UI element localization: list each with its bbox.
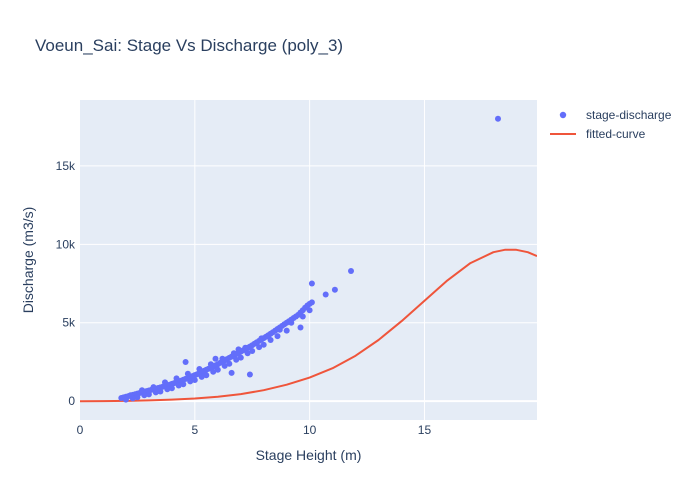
scatter-point — [141, 392, 148, 399]
fitted-curve-line — [80, 248, 537, 403]
scatter-point — [283, 327, 290, 334]
scatter-point — [139, 387, 145, 394]
scatter-point — [182, 359, 189, 365]
scatter-point — [265, 333, 272, 340]
legend-label-stage-discharge: stage-discharge — [586, 108, 672, 122]
axis-ticks: 0 5 10 15 0 5k 10k 15k — [56, 159, 432, 437]
scatter-point — [162, 379, 168, 386]
scatter-point — [127, 392, 134, 399]
scatter-point — [322, 291, 329, 298]
scatter-series-layer — [118, 115, 501, 403]
scatter-point — [228, 369, 235, 376]
scatter-point — [221, 362, 228, 369]
y-axis-title: Discharge (m3/s) — [20, 207, 36, 314]
x-tick-label: 0 — [77, 423, 84, 437]
scatter-point — [256, 344, 263, 351]
scatter-point — [180, 381, 187, 388]
scatter-point — [219, 355, 226, 362]
scatter-point — [134, 394, 141, 401]
scatter-point — [308, 299, 315, 306]
y-tick-label: 5k — [62, 316, 76, 330]
scatter-point — [164, 386, 171, 393]
scatter-point — [230, 350, 237, 357]
scatter-point — [274, 333, 281, 340]
scatter-point — [246, 371, 253, 378]
grid-lines — [80, 100, 537, 420]
scatter-point — [253, 339, 260, 346]
scatter-point — [196, 366, 203, 372]
scatter-point — [207, 361, 214, 368]
scatter-point — [297, 324, 304, 331]
scatter-point — [249, 348, 256, 354]
y-tick-label: 0 — [68, 394, 75, 408]
scatter-point — [187, 378, 194, 385]
scatter-point — [122, 396, 129, 403]
scatter-point — [226, 360, 233, 367]
scatter-point — [150, 384, 157, 391]
scatter-point — [203, 372, 210, 379]
scatter-point — [331, 286, 338, 293]
scatter-point — [235, 346, 242, 353]
y-tick-label: 10k — [56, 237, 76, 251]
scatter-point — [184, 370, 191, 377]
scatter-point — [348, 268, 354, 274]
scatter-point — [258, 335, 265, 342]
scatter-point — [299, 313, 306, 320]
scatter-point — [288, 319, 295, 326]
legend[interactable]: stage-discharge fitted-curve — [550, 108, 672, 141]
scatter-point — [175, 382, 182, 389]
scatter-point — [260, 341, 267, 348]
scatter-point — [198, 373, 205, 380]
plot-area — [80, 100, 537, 420]
x-tick-label: 10 — [303, 423, 317, 437]
scatter-point — [157, 388, 164, 395]
scatter-point — [237, 354, 244, 361]
scatter-point — [233, 356, 240, 363]
scatter-point — [145, 391, 152, 398]
x-tick-label: 15 — [418, 423, 432, 437]
chart-title: Voeun_Sai: Stage Vs Discharge (poly_3) — [35, 36, 343, 55]
scatter-point — [214, 366, 221, 373]
scatter-point — [495, 115, 501, 122]
scatter-point — [152, 389, 159, 396]
scatter-point — [210, 368, 217, 375]
scatter-point — [306, 307, 313, 314]
x-axis-title: Stage Height (m) — [256, 447, 362, 463]
scatter-point — [308, 280, 315, 287]
legend-item-stage-discharge[interactable]: stage-discharge — [559, 108, 672, 122]
scatter-point — [242, 344, 249, 351]
line-series-layer — [80, 248, 537, 403]
legend-label-fitted-curve: fitted-curve — [586, 127, 646, 141]
scatter-point — [244, 350, 251, 357]
legend-scatter-marker — [559, 111, 567, 119]
scatter-point — [168, 385, 175, 392]
scatter-point — [276, 326, 283, 333]
scatter-point — [212, 355, 219, 362]
legend-item-fitted-curve[interactable]: fitted-curve — [550, 127, 646, 141]
y-tick-label: 15k — [56, 159, 76, 173]
scatter-point — [191, 377, 198, 383]
scatter-point — [173, 375, 180, 382]
x-tick-label: 5 — [191, 423, 198, 437]
